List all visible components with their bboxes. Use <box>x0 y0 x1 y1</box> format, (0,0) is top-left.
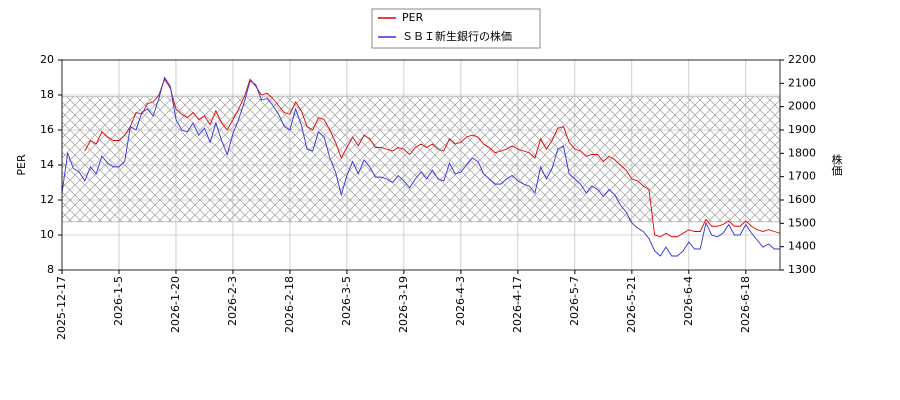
legend-label: PER <box>402 11 424 24</box>
y-tick-label: 14 <box>40 158 54 171</box>
y2-tick-label: 2100 <box>788 76 816 89</box>
x-tick-label: 2026-6-4 <box>682 276 695 326</box>
x-tick-label: 2025-12-17 <box>55 276 68 340</box>
y2-tick-label: 2200 <box>788 53 816 66</box>
y-axis-label: PER <box>15 154 28 176</box>
x-tick-label: 2026-3-5 <box>340 276 353 326</box>
series-line <box>84 78 781 238</box>
x-tick-label: 2026-2-3 <box>226 276 239 326</box>
hatched-band <box>61 96 781 223</box>
x-tick-label: 2026-1-5 <box>112 276 125 326</box>
y2-tick-label: 1900 <box>788 123 816 136</box>
y2-tick-label: 1700 <box>788 170 816 183</box>
y-tick-label: 12 <box>40 193 54 206</box>
x-tick-label: 2026-4-3 <box>454 276 467 326</box>
x-tick-label: 2026-6-18 <box>739 276 752 333</box>
y2-axis-label: 株価 <box>830 153 843 176</box>
y2-tick-label: 1800 <box>788 146 816 159</box>
plot <box>58 59 784 274</box>
legend: PER ＳＢＩ新生銀行の株価 <box>371 8 541 49</box>
y-tick-label: 16 <box>40 123 54 136</box>
series-line <box>61 76 780 257</box>
x-tick-label: 2026-5-21 <box>625 276 638 333</box>
x-tick-label: 2026-1-20 <box>169 276 182 333</box>
y2-tick-label: 1500 <box>788 216 816 229</box>
x-tick-label: 2026-5-7 <box>568 276 581 326</box>
y-tick-label: 20 <box>40 53 54 66</box>
x-tick-label: 2026-3-19 <box>397 276 410 333</box>
plot-frame <box>61 59 781 271</box>
y2-tick-label: 1300 <box>788 263 816 276</box>
y2-tick-label: 1400 <box>788 240 816 253</box>
y-tick-label: 10 <box>40 228 54 241</box>
y2-tick-label: 2000 <box>788 100 816 113</box>
y2-tick-label: 1600 <box>788 193 816 206</box>
x-tick-label: 2026-4-17 <box>511 276 524 333</box>
y-tick-label: 8 <box>47 263 54 276</box>
y-tick-label: 18 <box>40 88 54 101</box>
x-tick-label: 2026-2-18 <box>283 276 296 333</box>
legend-label: ＳＢＩ新生銀行の株価 <box>402 29 512 43</box>
legend-box <box>371 8 541 49</box>
